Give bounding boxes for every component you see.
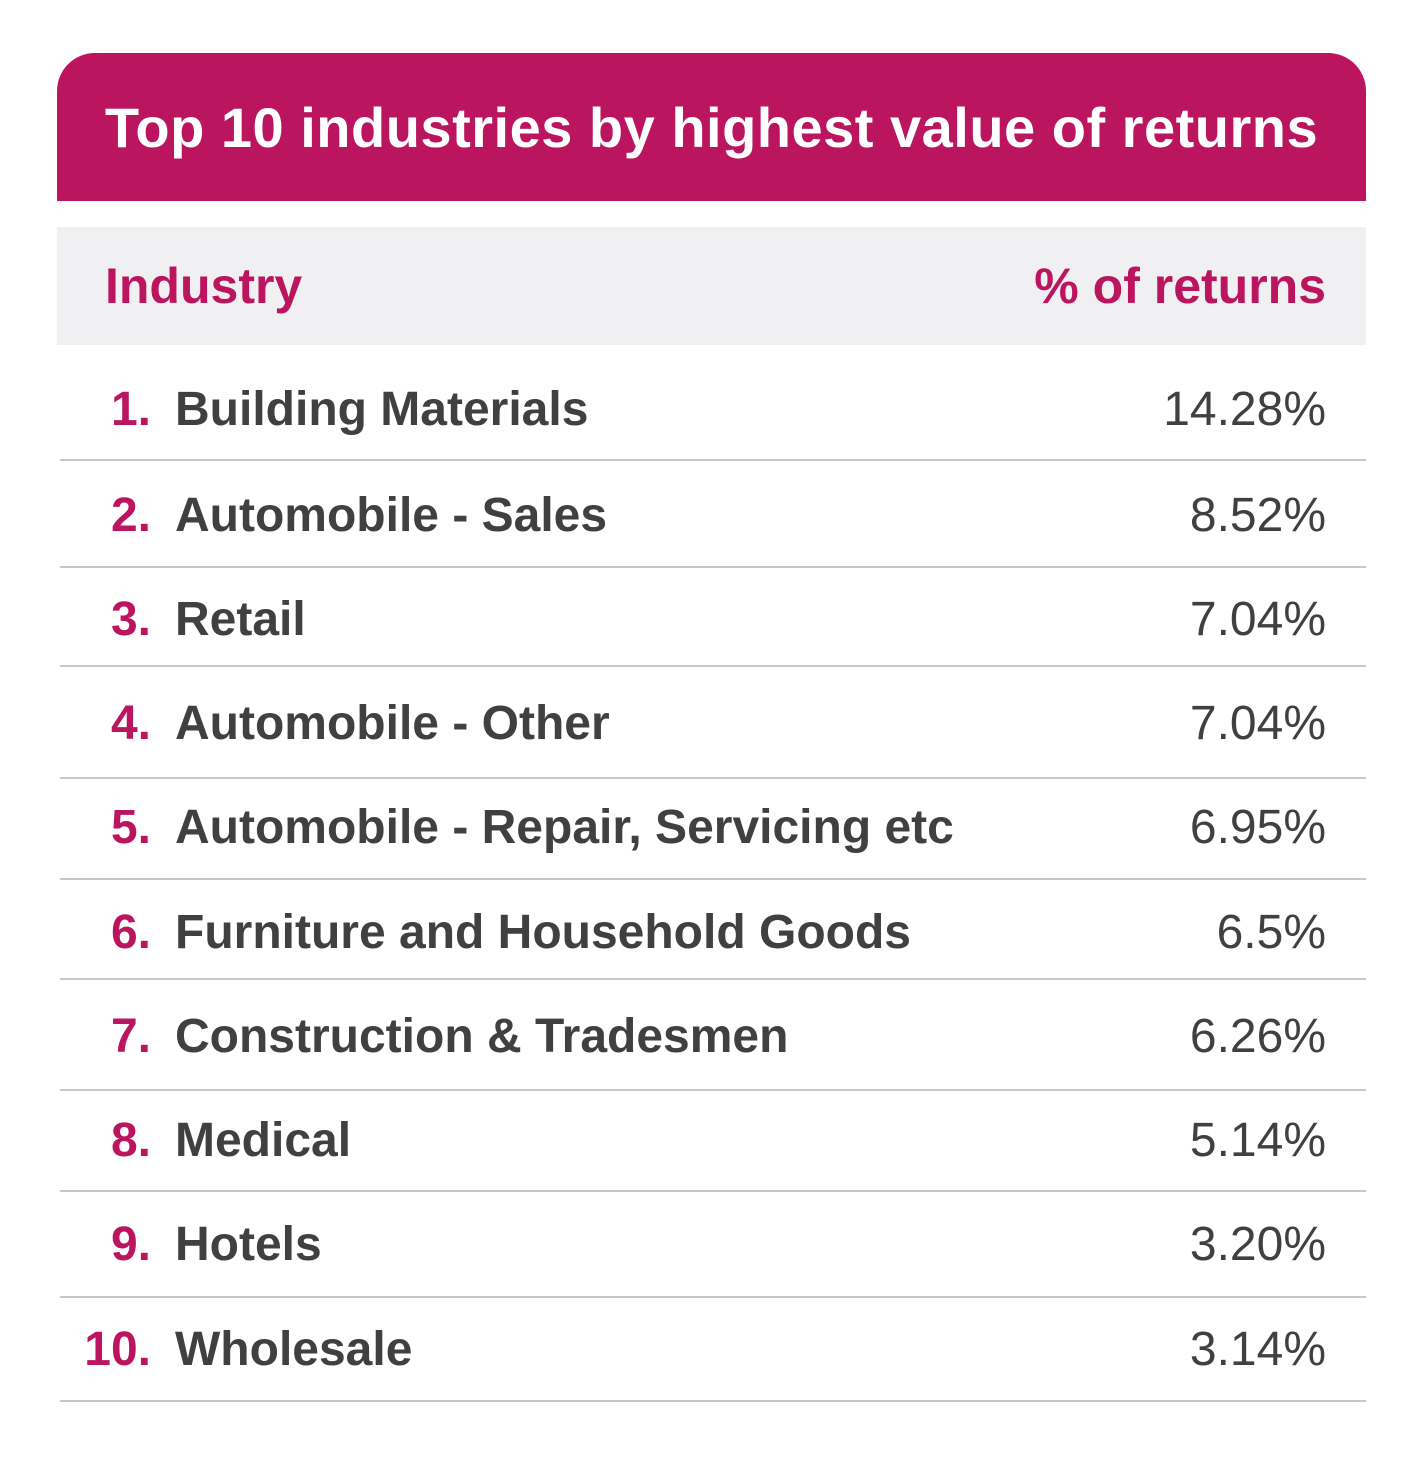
row-industry: Furniture and Household Goods [175,906,911,959]
table-row: 8. Medical 5.14% [60,1091,1366,1192]
row-industry: Construction & Tradesmen [175,1010,789,1063]
row-percent: 3.20% [1189,1218,1326,1271]
row-industry: Retail [175,593,306,646]
table-row: 6. Furniture and Household Goods 6.5% [60,880,1366,980]
row-industry: Automobile - Sales [175,489,608,542]
table-row: 4. Automobile - Other 7.04% [60,667,1366,779]
row-rank: 5. [110,801,151,854]
column-header-industry: Industry [105,258,303,314]
row-percent: 6.5% [1216,906,1326,959]
row-rank: 10. [84,1323,151,1376]
row-percent: 14.28% [1163,383,1326,436]
row-rank: 2. [110,489,151,542]
row-rank: 4. [110,697,151,750]
row-percent: 7.04% [1189,593,1326,646]
row-rank: 8. [110,1114,151,1167]
industries-table: Top 10 industries by highest value of re… [57,53,1366,1402]
row-industry: Automobile - Other [175,697,610,750]
table-row: 3. Retail 7.04% [60,568,1366,667]
table-row: 9. Hotels 3.20% [60,1192,1366,1298]
row-percent: 3.14% [1189,1323,1326,1376]
row-industry: Wholesale [175,1323,413,1376]
column-header-percent: % of returns [1034,258,1326,314]
row-percent: 7.04% [1189,697,1326,750]
table-row: 1. Building Materials 14.28% [60,345,1366,461]
table-title: Top 10 industries by highest value of re… [104,95,1319,159]
row-percent: 6.26% [1189,1010,1326,1063]
table-header: Industry % of returns [57,227,1366,345]
row-rank: 3. [110,593,151,646]
table-row: 10. Wholesale 3.14% [60,1298,1366,1402]
row-percent: 5.14% [1189,1114,1326,1167]
row-percent: 8.52% [1189,489,1326,542]
row-rank: 6. [110,906,151,959]
row-industry: Building Materials [175,383,589,436]
table-row: 5. Automobile - Repair, Servicing etc 6.95… [60,779,1366,880]
table-row: 2. Automobile - Sales 8.52% [60,461,1366,568]
row-rank: 1. [110,383,151,436]
table-row: 7. Construction & Tradesmen 6.26% [60,980,1366,1091]
row-industry: Medical [175,1114,352,1167]
title-bar: Top 10 industries by highest value of re… [57,53,1366,201]
row-industry: Hotels [175,1218,322,1271]
row-industry: Automobile - Repair, Servicing etc [175,801,954,854]
row-rank: 7. [110,1010,151,1063]
row-percent: 6.95% [1189,801,1326,854]
row-rank: 9. [110,1218,151,1271]
